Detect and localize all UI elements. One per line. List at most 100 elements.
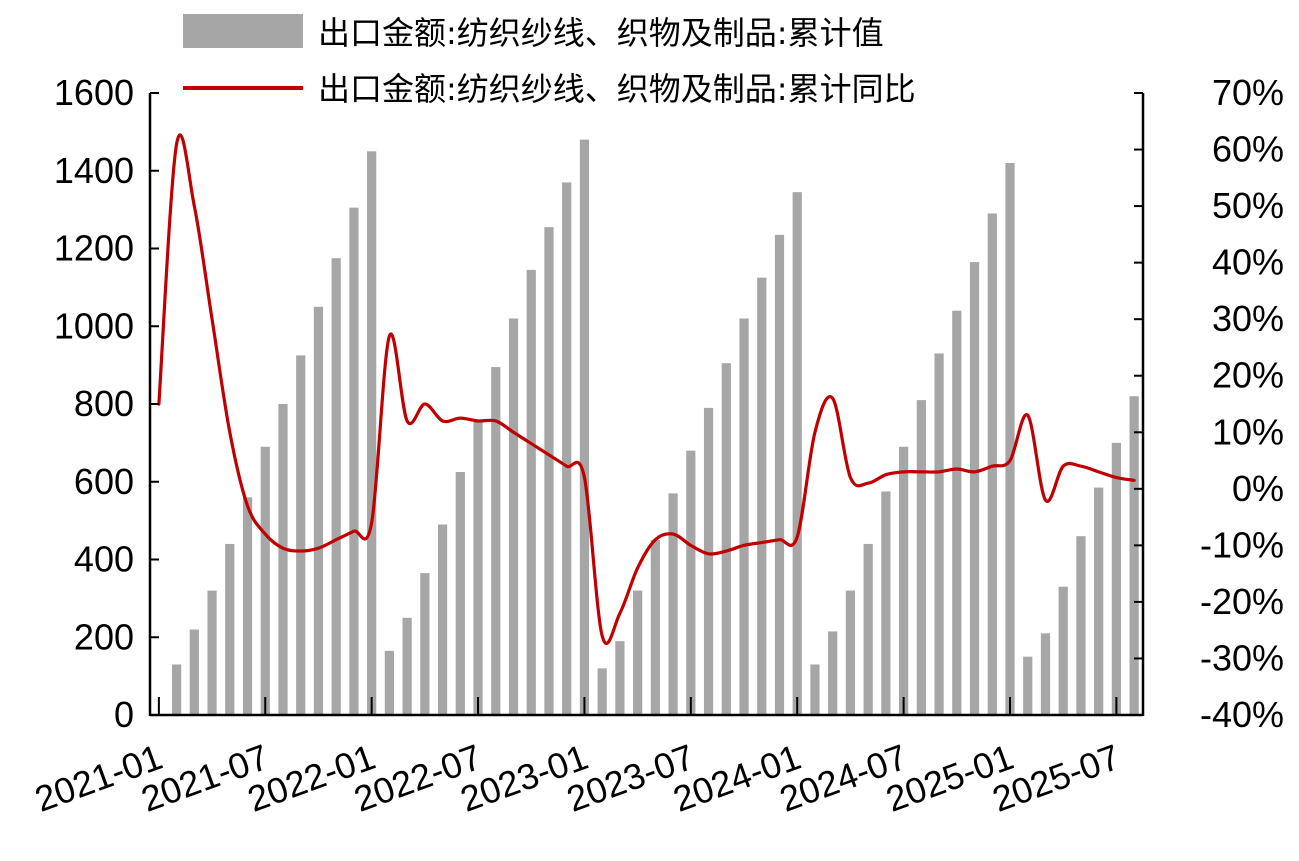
bar-2022-03: [402, 617, 412, 715]
bar-2024-04: [845, 590, 856, 715]
line-point-2025-07: [1115, 476, 1117, 479]
bar-2022-06: [455, 472, 465, 715]
bar-2021-09: [296, 355, 306, 715]
left-tick-label: 800: [74, 383, 134, 424]
line-point-2024-03: [832, 397, 834, 399]
line-point-2023-08: [707, 553, 710, 555]
right-tick-label: -40%: [1200, 694, 1284, 735]
left-tick-label: 1200: [54, 228, 134, 269]
line-point-2022-04: [424, 403, 426, 405]
line-point-2021-10: [317, 547, 320, 549]
legend-line-label: 出口金额:纺织纱线、织物及制品:累计同比: [318, 70, 916, 108]
bar-2024-11: [969, 262, 980, 715]
bar-2022-01: [367, 151, 377, 715]
legend-bar-label: 出口金额:纺织纱线、织物及制品:累计值: [318, 14, 884, 52]
line-point-2024-06: [885, 474, 887, 476]
line-point-2024-10: [956, 468, 958, 470]
bar-2025-03: [1040, 633, 1051, 715]
bars-layer: [171, 139, 1139, 716]
bar-2022-07: [473, 419, 483, 715]
line-point-2025-01: [1009, 459, 1011, 462]
line-point-2023-05: [654, 539, 656, 541]
line-point-2022-06: [459, 417, 461, 419]
line-point-2022-01: [371, 522, 373, 524]
bar-2024-09: [934, 353, 944, 715]
bar-2022-04: [420, 573, 430, 715]
bar-2021-05: [225, 543, 235, 715]
bar-2021-12: [349, 207, 359, 715]
bar-2023-09: [721, 363, 731, 715]
bar-2024-02: [810, 664, 820, 715]
right-tick-label: 20%: [1212, 355, 1284, 396]
line-point-2025-05: [1080, 465, 1082, 467]
line-point-2022-12: [566, 465, 568, 467]
line-point-2024-01: [796, 536, 798, 538]
left-tick-label: 1000: [54, 305, 134, 346]
bar-2024-03: [828, 631, 838, 715]
line-point-2023-06: [672, 533, 674, 535]
right-tick-label: 30%: [1212, 298, 1284, 339]
line-point-2024-07: [903, 471, 905, 473]
bar-2025-05: [1076, 536, 1086, 715]
bar-2021-04: [207, 590, 217, 715]
line-point-2025-06: [1098, 471, 1100, 473]
bar-2023-07: [686, 450, 696, 715]
bar-2022-10: [526, 269, 536, 715]
bar-2023-02: [597, 668, 607, 715]
line-point-2024-09: [938, 471, 940, 473]
line-point-2021-03: [193, 205, 195, 207]
line-point-2025-04: [1062, 465, 1064, 467]
line-point-2023-04: [637, 567, 639, 569]
bar-2025-04: [1058, 586, 1068, 715]
line-layer: [157, 133, 1136, 646]
bar-2025-02: [1023, 656, 1033, 715]
line-point-2021-07: [264, 533, 266, 535]
line-point-2022-08: [495, 420, 497, 422]
bar-2022-08: [491, 367, 501, 715]
bar-2023-04: [633, 590, 643, 715]
line-point-2023-10: [743, 544, 745, 546]
bar-2023-01: [579, 139, 590, 715]
line-point-2024-04: [849, 476, 852, 479]
bar-2023-11: [757, 277, 767, 715]
line-point-2025-02: [1027, 414, 1029, 416]
right-tick-label: -30%: [1200, 637, 1284, 678]
bar-2021-11: [331, 258, 341, 715]
line-point-2024-02: [814, 431, 816, 433]
bar-2023-03: [615, 641, 625, 715]
line-point-2022-11: [548, 454, 550, 456]
line-point-2022-02: [388, 335, 390, 337]
line-point-2021-11: [335, 539, 337, 541]
bar-2021-08: [278, 404, 288, 715]
line-point-2022-09: [512, 431, 515, 433]
bar-2021-03: [189, 629, 199, 715]
bar-2025-01: [1005, 162, 1015, 716]
bar-2024-05: [863, 543, 873, 715]
right-tick-label: 50%: [1212, 185, 1284, 226]
bar-2024-06: [881, 491, 891, 715]
line-point-2021-04: [211, 318, 213, 320]
legend-bar-swatch: [183, 14, 303, 48]
line-point-2025-08: [1133, 479, 1135, 481]
line-point-2023-09: [725, 550, 727, 552]
bar-2024-08: [916, 400, 926, 715]
line-point-2021-12: [353, 530, 355, 532]
left-tick-label: 1400: [54, 150, 134, 191]
right-tick-label: 70%: [1212, 72, 1284, 113]
bar-2021-06: [242, 497, 253, 715]
left-axis-ticks: 0 200 400 600 800 1000 1200 1400 1600: [54, 72, 159, 735]
bar-2022-05: [437, 524, 448, 715]
bar-2021-02: [171, 664, 182, 715]
line-point-2021-08: [282, 547, 284, 549]
right-tick-label: -10%: [1200, 524, 1284, 565]
right-tick-label: 10%: [1212, 411, 1284, 452]
line-point-2023-02: [601, 635, 603, 637]
bar-2022-11: [544, 227, 554, 715]
bar-2023-12: [774, 234, 785, 715]
line-point-2021-09: [300, 550, 302, 552]
line-point-2025-03: [1044, 499, 1047, 501]
bar-2022-12: [562, 182, 572, 715]
line-point-2023-01: [583, 476, 586, 479]
bar-2025-08: [1129, 396, 1139, 715]
